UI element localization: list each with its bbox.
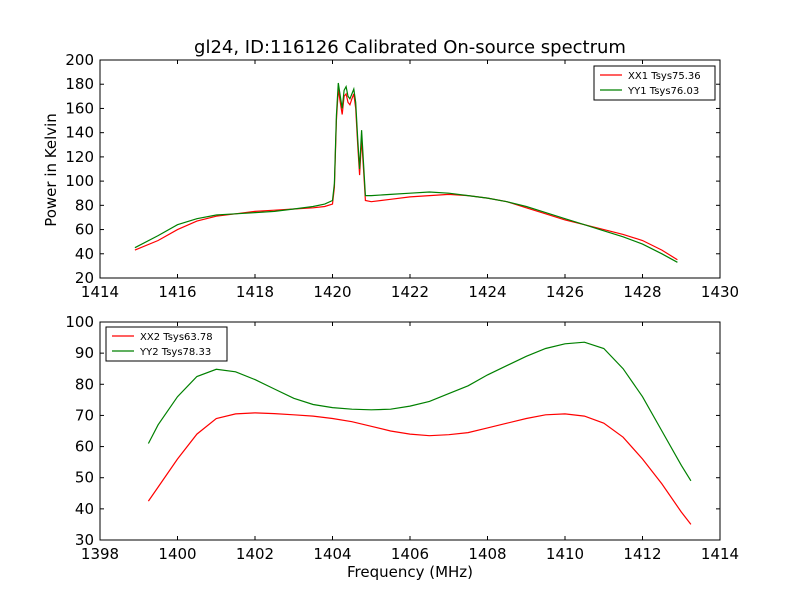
series-line-1-2	[134, 82, 678, 263]
x-tick-label: 1400	[158, 545, 196, 563]
chart-title: gl24, ID:116126 Calibrated On-source spe…	[194, 37, 626, 58]
y-tick-label: 20	[75, 269, 94, 287]
legend-label: XX1 Tsys75.36	[628, 71, 701, 82]
x-tick-label: 1414	[81, 283, 119, 301]
legend: XX1 Tsys75.36 YY1 Tsys76.03	[593, 65, 716, 101]
x-tick-label: 1408	[468, 545, 506, 563]
x-tick-label: 1428	[623, 283, 661, 301]
legend-box	[593, 65, 716, 101]
y-tick-label: 100	[65, 172, 94, 190]
legend-box	[105, 326, 228, 362]
y-tick-label: 40	[75, 245, 94, 263]
series-line-1-1	[134, 89, 678, 261]
x-tick-label: 1426	[546, 283, 584, 301]
y-tick-label: 50	[75, 469, 94, 487]
x-tick-label: 1410	[546, 545, 584, 563]
top-y-axis-label: Power in Kelvin	[42, 113, 60, 227]
top-spectrum-plot: 1414 1416 1418 1420 1422 1424 1426 1428 1430 20 40…	[65, 51, 739, 301]
y-tick-label: 40	[75, 500, 94, 518]
y-tick-label: 200	[65, 51, 94, 69]
x-tick-label: 1398	[81, 545, 119, 563]
y-tick-label: 30	[75, 531, 94, 549]
y-tick-label: 120	[65, 148, 94, 166]
y-tick-label: 180	[65, 75, 94, 93]
legend-label: YY1 Tsys76.03	[627, 86, 699, 97]
x-tick-label: 1412	[623, 545, 661, 563]
x-tick-label: 1418	[236, 283, 274, 301]
y-tick-label: 60	[75, 438, 94, 456]
y-tick-label: 80	[75, 375, 94, 393]
legend: XX2 Tsys63.78 YY2 Tsys78.33	[105, 326, 228, 362]
x-tick-label: 1420	[313, 283, 351, 301]
y-tick-label: 140	[65, 124, 94, 142]
series-line-2-2	[147, 341, 692, 482]
y-tick-label: 160	[65, 99, 94, 117]
x-tick-label: 1406	[391, 545, 429, 563]
y-tick-label: 90	[75, 344, 94, 362]
legend-label: XX2 Tsys63.78	[140, 332, 213, 343]
x-tick-label: 1402	[236, 545, 274, 563]
series-line-2-1	[147, 412, 692, 525]
legend-label: YY2 Tsys78.33	[139, 347, 211, 358]
y-tick-label: 70	[75, 406, 94, 424]
x-tick-label: 1424	[468, 283, 506, 301]
x-tick-label: 1404	[313, 545, 351, 563]
x-tick-label: 1422	[391, 283, 429, 301]
y-tick-label: 80	[75, 196, 94, 214]
x-axis-label: Frequency (MHz)	[347, 563, 473, 581]
y-tick-label: 60	[75, 221, 94, 239]
x-tick-label: 1416	[158, 283, 196, 301]
y-tick-label: 100	[65, 313, 94, 331]
bottom-spectrum-plot: 1398 1400 1402 1404 1406 1408 1410 1412 1414 30 40…	[65, 313, 739, 563]
x-tick-label: 1414	[701, 545, 739, 563]
x-tick-label: 1430	[701, 283, 739, 301]
